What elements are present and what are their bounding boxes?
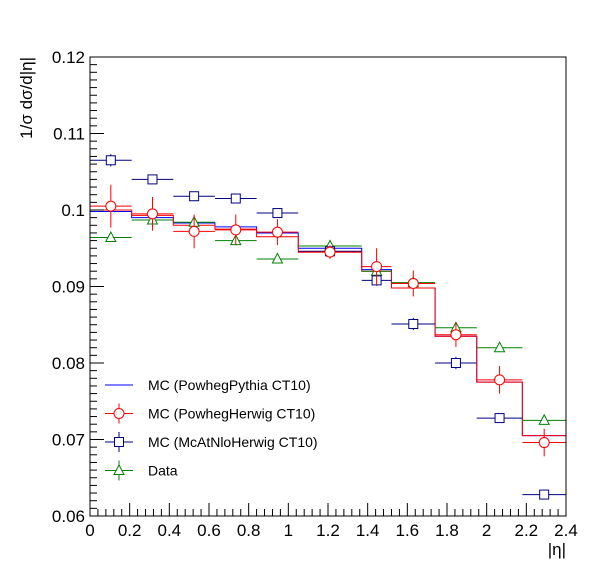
tick-labels: 0 0.2 0.4 0.6 0.8 1 1.2 1.4 1.6 1.8 2 2.2 2.4 0.06 0.0… — [52, 48, 578, 540]
legend-item: MC (PowhegHerwig CT10) — [105, 403, 315, 424]
data-point-circle — [371, 261, 383, 273]
x-tick-label: 1.4 — [356, 521, 380, 540]
legend-label: MC (McAtNloHerwig CT10) — [148, 434, 318, 450]
y-tick-label: 0.11 — [53, 125, 85, 144]
data-point-square — [272, 208, 283, 219]
data-point-circle — [230, 224, 242, 236]
data-point-circle — [105, 200, 117, 212]
x-tick-label: 0.4 — [158, 521, 182, 540]
x-tick-label: 2.2 — [515, 521, 539, 540]
x-tick-label: 0.6 — [197, 521, 221, 540]
x-tick-label: 1 — [284, 521, 293, 540]
legend-label: MC (PowhegPythia CT10) — [148, 377, 311, 393]
y-tick-label: 0.1 — [61, 201, 85, 220]
data-point-square — [105, 155, 116, 166]
data-point-square — [147, 174, 158, 185]
data-point-square — [494, 413, 505, 424]
y-tick-label: 0.07 — [52, 431, 85, 450]
data-point-triangle — [493, 341, 506, 353]
data-point-triangle — [271, 252, 284, 264]
legend-label: Data — [148, 463, 178, 479]
data-point-circle — [146, 208, 158, 220]
x-tick-label: 1.2 — [316, 521, 340, 540]
x-tick-label: 1.6 — [396, 521, 420, 540]
data-point-circle — [324, 246, 336, 258]
x-tick-label: 1.8 — [435, 521, 459, 540]
y-tick-label: 0.08 — [52, 354, 85, 373]
data-point-circle — [450, 329, 462, 341]
y-axis-label: 1/σ dσ/d|η| — [17, 57, 36, 139]
x-axis-label: |η| — [548, 540, 566, 559]
x-tick-label: 0.2 — [118, 521, 142, 540]
data-point-circle — [271, 226, 283, 238]
legend-item: MC (McAtNloHerwig CT10) — [105, 432, 318, 452]
y-tick-label: 0.06 — [52, 507, 85, 526]
data-point-square — [450, 358, 461, 368]
legend-item: Data — [105, 460, 178, 481]
axis-ticks — [89, 56, 567, 517]
x-tick-label: 0.8 — [237, 521, 261, 540]
y-tick-label: 0.12 — [52, 48, 85, 67]
data-point-square — [539, 489, 550, 500]
legend-marker-square — [114, 437, 124, 447]
data-point-circle — [407, 277, 419, 289]
data-point-circle — [538, 437, 550, 449]
legend-marker-circle — [113, 408, 125, 419]
data-point-circle — [494, 374, 506, 386]
x-tick-label: 2 — [482, 521, 491, 540]
legend-label: MC (PowhegHerwig CT10) — [148, 406, 315, 422]
data-point-square — [408, 318, 419, 329]
y-tick-label: 0.09 — [52, 278, 85, 297]
data-point-triangle — [538, 413, 551, 425]
data-markers — [90, 154, 566, 500]
data-point-circle — [188, 225, 200, 237]
data-point-square — [189, 191, 200, 202]
legend-marker-triangle — [113, 463, 125, 475]
legend-item: MC (PowhegPythia CT10) — [105, 377, 311, 393]
data-point-square — [230, 193, 241, 204]
x-tick-label: 0 — [85, 521, 94, 540]
x-tick-label: 2.4 — [554, 521, 578, 540]
data-point-triangle — [104, 230, 117, 243]
legend: MC (PowhegPythia CT10) MC (PowhegHerwig C… — [105, 377, 318, 481]
